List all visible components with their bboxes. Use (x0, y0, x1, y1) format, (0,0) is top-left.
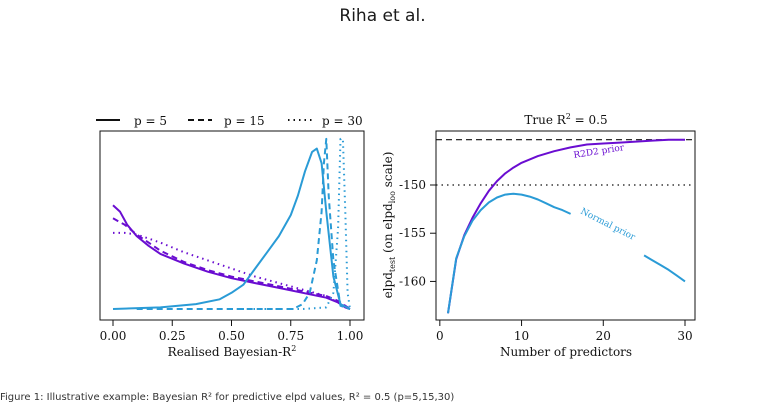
figure: p = 5 p = 15 p = 30 0.00 0.25 0.50 0.75 1.00… (96, 112, 696, 359)
right-plot-frame (435, 130, 696, 321)
running-head: Riha et al. (339, 6, 426, 26)
right-y-tick-label: -155 (399, 226, 426, 240)
normal-annotation: Normal prior (579, 207, 638, 243)
y-label-sub-test: test (388, 256, 397, 272)
y-label-sub-loo: loo (388, 191, 397, 203)
left-series-line-blue-solid (112, 147, 351, 310)
right-axis-ticks: 0 10 20 30 -150 -155 -160 (399, 178, 693, 343)
right-title-suffix: = 0.5 (571, 113, 608, 127)
right-title-text: True R (524, 113, 566, 127)
right-title-sup: 2 (566, 112, 571, 121)
right-x-tick-label: 0 (436, 329, 444, 343)
left-series-line-purple-dashed (112, 217, 351, 310)
right-x-tick-label: 20 (596, 329, 611, 343)
y-label-elpd: elpd (381, 272, 395, 299)
left-x-tick-label: 0.75 (277, 329, 304, 343)
right-series-group (447, 138, 686, 314)
left-series-line-blue-dotted (231, 137, 351, 310)
y-label-end: scale) (381, 152, 395, 191)
left-x-tick-label: 1.00 (337, 329, 364, 343)
left-x-axis-label-sup: 2 (291, 344, 296, 353)
legend: p = 5 p = 15 p = 30 (96, 114, 363, 128)
right-x-tick-label: 10 (514, 329, 529, 343)
right-series-line-normal-prior (447, 192, 572, 314)
left-x-ticks: 0.00 0.25 0.50 0.75 1.00 (100, 320, 364, 343)
right-series-line-normal-prior-tail (643, 254, 686, 283)
right-x-axis-label: Number of predictors (500, 345, 632, 359)
left-series-line-blue-dashed (136, 137, 351, 310)
right-x-tick-label: 30 (677, 329, 692, 343)
legend-label-p15: p = 15 (224, 114, 265, 128)
left-x-tick-label: 0.00 (100, 329, 127, 343)
right-y-tick-label: -160 (399, 274, 426, 288)
left-panel: p = 5 p = 15 p = 30 0.00 0.25 0.50 0.75 1.00… (96, 114, 365, 359)
left-x-tick-label: 0.50 (218, 329, 245, 343)
left-x-axis-label-text: Realised Bayesian-R (168, 345, 293, 359)
left-x-tick-label: 0.25 (159, 329, 186, 343)
right-y-tick-label: -150 (399, 178, 426, 192)
right-y-axis-label: elpdtest (on elpdloo scale) (381, 152, 397, 299)
legend-label-p5: p = 5 (134, 114, 167, 128)
right-reference-lines (436, 139, 695, 186)
y-label-mid: (on elpd (381, 203, 395, 257)
left-series-group (112, 137, 351, 310)
right-panel-title: True R2 = 0.5 (524, 112, 607, 127)
right-series-line-r2d2-prior (447, 138, 685, 314)
legend-label-p30: p = 30 (322, 114, 363, 128)
figure-caption: Figure 1: Illustrative example: Bayesian… (0, 392, 455, 403)
left-x-axis-label: Realised Bayesian-R2 (168, 344, 297, 359)
right-panel: True R2 = 0.5 0 10 20 30 -150 -155 -160 Number… (381, 112, 696, 359)
